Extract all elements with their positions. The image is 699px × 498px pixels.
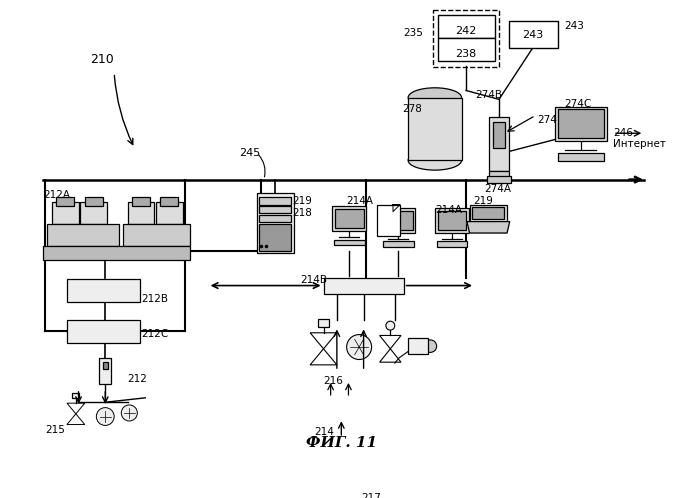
Bar [384, 211, 412, 230]
Bar [558, 153, 604, 161]
Text: 217: 217 [361, 493, 381, 498]
Bar [324, 277, 404, 294]
Ellipse shape [408, 150, 461, 170]
Circle shape [122, 405, 137, 421]
Bar [438, 38, 495, 61]
Bar [52, 202, 78, 224]
Bar [56, 197, 74, 206]
Bar [156, 202, 182, 224]
Bar [438, 15, 495, 38]
Text: 235: 235 [404, 28, 424, 38]
Bar [259, 224, 291, 251]
Text: 219: 219 [292, 196, 312, 206]
Text: 246: 246 [613, 128, 633, 138]
Text: 242: 242 [455, 26, 477, 36]
Ellipse shape [408, 88, 461, 108]
Bar [67, 320, 140, 344]
Bar [487, 176, 510, 183]
Bar [48, 224, 119, 247]
Bar [103, 362, 108, 370]
Bar [408, 98, 461, 160]
Bar [259, 197, 291, 205]
Bar [493, 122, 505, 148]
Text: 214A: 214A [435, 205, 462, 215]
Text: 274B: 274B [475, 91, 502, 101]
Text: 212: 212 [127, 374, 147, 384]
Bar [259, 206, 291, 214]
Text: 243: 243 [522, 30, 544, 40]
Text: Интернет: Интернет [613, 139, 666, 149]
Text: 214A: 214A [346, 196, 373, 206]
Bar [438, 211, 466, 230]
Text: 210: 210 [90, 53, 114, 66]
Polygon shape [467, 222, 510, 233]
Bar [377, 205, 400, 236]
Bar [80, 202, 107, 224]
Bar [555, 107, 607, 141]
Text: 278: 278 [402, 104, 421, 114]
Bar [85, 197, 103, 206]
Bar [437, 242, 467, 247]
Bar [408, 338, 428, 354]
Text: 214B: 214B [301, 275, 327, 285]
Text: 245: 245 [239, 148, 260, 158]
Bar [489, 117, 509, 171]
Text: ФИГ. 11: ФИГ. 11 [305, 436, 377, 450]
Bar [259, 215, 291, 222]
Text: 218: 218 [292, 208, 312, 218]
Text: 219: 219 [473, 196, 493, 206]
Text: 274A: 274A [484, 184, 511, 194]
Circle shape [424, 340, 437, 353]
Text: 216: 216 [324, 375, 343, 385]
Bar [382, 208, 415, 233]
Bar [161, 197, 178, 206]
Text: 238: 238 [456, 49, 477, 59]
Bar [43, 247, 190, 260]
Bar [509, 21, 558, 48]
Bar [72, 393, 80, 398]
Bar [334, 240, 365, 245]
Bar [333, 206, 366, 231]
Bar [257, 193, 294, 253]
Circle shape [347, 335, 372, 360]
Text: 214: 214 [315, 427, 334, 437]
Circle shape [96, 408, 114, 425]
Text: 212A: 212A [43, 190, 70, 200]
Bar [99, 358, 111, 384]
Bar [489, 171, 509, 180]
Bar [470, 205, 507, 222]
Text: 274: 274 [538, 116, 557, 125]
Text: 215: 215 [45, 424, 66, 435]
Text: 212B: 212B [141, 294, 168, 304]
Bar [132, 197, 150, 206]
Bar [383, 242, 414, 247]
Bar [123, 224, 190, 247]
Text: 243: 243 [564, 21, 584, 31]
Bar [435, 208, 469, 233]
Bar [473, 207, 505, 219]
Text: 212C: 212C [141, 329, 168, 339]
Bar [127, 202, 154, 224]
Bar [67, 279, 140, 302]
Bar [558, 109, 604, 138]
Bar [335, 209, 363, 228]
Bar [318, 319, 329, 327]
Text: 274C: 274C [564, 100, 591, 110]
Circle shape [386, 321, 395, 330]
